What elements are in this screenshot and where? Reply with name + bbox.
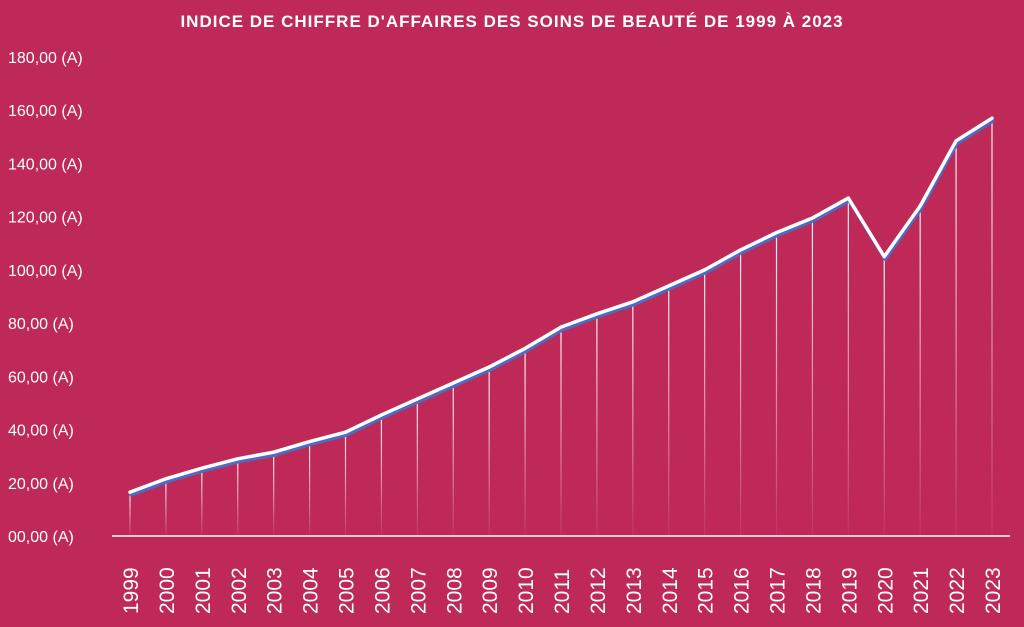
x-tick-label: 2000 bbox=[156, 567, 179, 614]
x-tick-label: 2017 bbox=[767, 567, 790, 614]
x-tick-label: 2015 bbox=[695, 567, 718, 614]
y-tick-label: 100,00 (A) bbox=[8, 263, 83, 280]
x-tick-label: 2007 bbox=[407, 567, 430, 614]
y-tick-label: 180,00 (A) bbox=[8, 50, 83, 67]
x-tick-label: 2019 bbox=[838, 567, 861, 614]
x-tick-label: 2016 bbox=[731, 567, 754, 614]
x-tick-label: 2013 bbox=[623, 567, 646, 614]
y-axis-tick-labels: 00,00 (A) 20,00 (A) 40,00 (A) 60,00 (A) 80,0… bbox=[8, 50, 83, 546]
y-tick-label: 140,00 (A) bbox=[8, 156, 83, 173]
x-tick-label: 2001 bbox=[192, 567, 215, 614]
x-tick-label: 2022 bbox=[946, 567, 969, 614]
x-tick-label: 2020 bbox=[874, 567, 897, 614]
x-tick-label: 2002 bbox=[228, 567, 251, 614]
series-line-shadow bbox=[129, 119, 995, 497]
x-tick-label: 2021 bbox=[910, 567, 933, 614]
x-tick-label: 2023 bbox=[982, 567, 1005, 614]
y-tick-label: 60,00 (A) bbox=[8, 369, 74, 386]
x-tick-label: 2012 bbox=[587, 567, 610, 614]
x-tick-label: 2005 bbox=[336, 567, 359, 614]
series-line-group bbox=[128, 116, 995, 497]
x-tick-label: 2006 bbox=[371, 567, 394, 614]
y-tick-label: 160,00 (A) bbox=[8, 103, 83, 120]
chart-title: INDICE DE CHIFFRE D'AFFAIRES DES SOINS D… bbox=[180, 12, 844, 31]
x-tick-label: 2004 bbox=[300, 567, 323, 614]
x-tick-label: 2018 bbox=[802, 567, 825, 614]
x-tick-label: 2009 bbox=[479, 567, 502, 614]
y-tick-label: 00,00 (A) bbox=[8, 529, 74, 546]
x-tick-label: 2010 bbox=[515, 567, 538, 614]
series-line bbox=[128, 116, 994, 494]
x-tick-label: 1999 bbox=[120, 567, 143, 614]
x-tick-label: 2008 bbox=[443, 567, 466, 614]
y-tick-label: 20,00 (A) bbox=[8, 476, 74, 493]
x-tick-label: 2014 bbox=[659, 567, 682, 614]
y-tick-label: 120,00 (A) bbox=[8, 210, 83, 227]
x-axis-tick-labels: 1999 2000 2001 2002 2003 2004 2005 2006 2007 2008… bbox=[120, 567, 1005, 614]
drop-lines bbox=[129, 118, 993, 537]
x-tick-label: 2011 bbox=[551, 569, 574, 614]
x-tick-label: 2003 bbox=[264, 567, 287, 614]
y-tick-label: 40,00 (A) bbox=[8, 423, 74, 440]
y-tick-label: 80,00 (A) bbox=[8, 316, 74, 333]
